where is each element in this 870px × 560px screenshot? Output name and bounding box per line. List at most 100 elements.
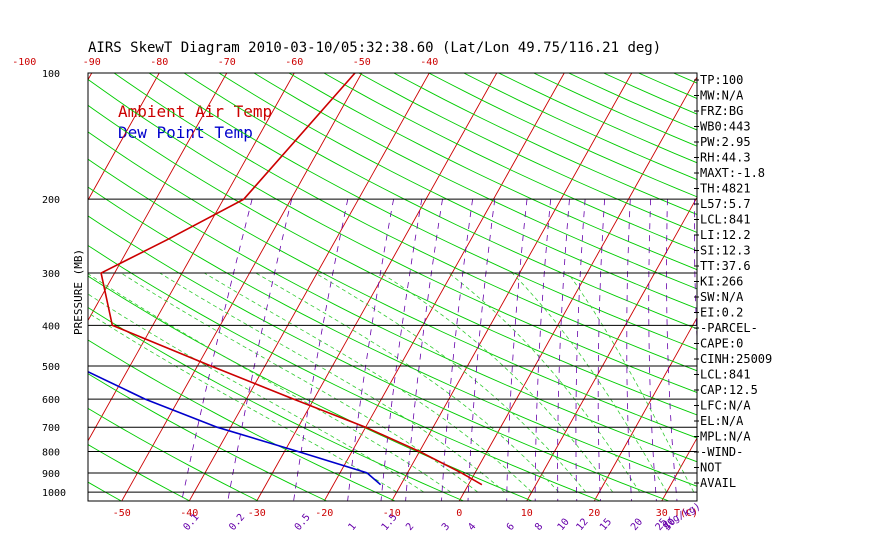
dry-adiabat-line	[288, 73, 697, 271]
dry-adiabat-line	[498, 73, 697, 164]
dry-adiabat-line	[638, 73, 697, 99]
moist-adiabat-line	[314, 272, 587, 493]
dry-adiabat-line	[88, 78, 697, 394]
stats-panel: TP:100MW:N/AFRZ:BGWB0:443PW:2.95RH:44.3M…	[694, 73, 772, 490]
stat-item: LCL:841	[700, 213, 751, 227]
mixing-ratio-tick-label: 0.5	[293, 512, 313, 533]
dew-point-line	[88, 370, 382, 486]
stat-item: LCL:841	[700, 368, 751, 382]
stat-item: TP:100	[700, 73, 743, 87]
temp-unit-label: T(C)	[674, 508, 698, 519]
legend-ambient: Ambient Air Temp	[118, 102, 272, 121]
stat-item: MPL:N/A	[700, 430, 751, 444]
dry-adiabat-line	[88, 104, 697, 416]
isotherm-line	[88, 73, 160, 201]
moist-adiabat-line	[380, 272, 614, 493]
dry-adiabat-line	[0, 73, 53, 501]
stat-item: MW:N/A	[700, 89, 744, 103]
isotherm-line	[391, 73, 633, 501]
y-axis-label: PRESSURE (MB)	[72, 249, 85, 335]
moist-adiabat-line	[88, 312, 397, 493]
dry-adiabat-line	[88, 215, 670, 501]
dry-adiabat-line	[358, 73, 697, 233]
top-temp-tick-label: -90	[83, 57, 101, 68]
isotherm-line	[256, 73, 498, 501]
top-temp-tick-label: -70	[218, 57, 236, 68]
mixing-ratio-tick-label: 0.2	[227, 512, 247, 533]
chart-title: AIRS SkewT Diagram 2010-03-10/05:32:38.6…	[88, 40, 661, 56]
dry-adiabat-line	[323, 73, 697, 252]
mixing-ratio-line	[380, 199, 423, 501]
stat-item: EL:N/A	[700, 414, 744, 428]
dry-adiabat-line	[183, 73, 697, 330]
stat-item: RH:44.3	[700, 151, 751, 165]
mixing-ratio-line	[441, 199, 473, 501]
moist-adiabat-line	[88, 293, 424, 493]
bottom-temp-tick-label: -30	[248, 508, 266, 519]
mixing-ratio-line	[467, 199, 496, 501]
dry-adiabat-line	[218, 73, 697, 310]
stat-item: PW:2.95	[700, 135, 751, 149]
axis-labels: 1002003004005006007008009001000-120-110-…	[12, 57, 702, 533]
bottom-temp-tick-label: -20	[315, 508, 333, 519]
mixing-ratio-tick-label: 12	[574, 517, 590, 533]
isotherm-line	[593, 316, 697, 501]
bottom-temp-tick-label: 30	[656, 508, 668, 519]
dry-adiabat-line	[88, 407, 259, 501]
plot-frame	[87, 72, 698, 502]
top-temp-tick-label: -40	[420, 57, 438, 68]
pressure-tick-label: 1000	[42, 488, 66, 499]
mixing-ratio-line	[347, 199, 394, 501]
legend-dew: Dew Point Temp	[118, 123, 253, 142]
stat-item: WB0:443	[700, 120, 751, 134]
dry-adiabat-line	[88, 481, 122, 501]
dry-adiabat-line	[88, 339, 396, 501]
stat-item: CINH:25009	[700, 352, 772, 366]
top-temp-tick-label: -60	[285, 57, 303, 68]
mixing-ratio-line	[626, 199, 632, 501]
mixing-ratio-line	[506, 199, 528, 501]
stat-item: TH:4821	[700, 182, 751, 196]
stat-item: NOT	[700, 461, 722, 475]
stat-item: LFC:N/A	[700, 399, 751, 413]
moist-adiabat-line	[120, 272, 478, 493]
stat-item: CAP:12.5	[700, 383, 758, 397]
dry-adiabat-line	[533, 73, 697, 147]
mixing-ratio-line	[534, 199, 552, 501]
dry-adiabat-line	[113, 73, 697, 372]
stat-item: TT:37.6	[700, 259, 751, 273]
bottom-temp-tick-label: -10	[383, 508, 401, 519]
mixing-ratio-tick-label: 3	[440, 521, 452, 533]
dry-adiabat-line	[88, 306, 464, 501]
mixing-ratio-tick-label: 1	[346, 521, 358, 533]
pressure-tick-label: 900	[42, 469, 60, 480]
top-temp-tick-label: -100	[12, 57, 36, 68]
stat-item: -PARCEL-	[700, 321, 758, 335]
stat-item: LI:12.2	[700, 228, 751, 242]
stat-item: KI:266	[700, 275, 743, 289]
moist-adiabat-line	[88, 273, 451, 493]
isotherm-line	[323, 73, 565, 501]
mixing-ratio-line	[405, 199, 443, 501]
isotherm-line	[526, 196, 697, 501]
stat-item: MAXT:-1.8	[700, 166, 765, 180]
mixing-ratio-tick-label: 20	[629, 517, 645, 533]
pressure-tick-label: 200	[42, 195, 60, 206]
grid-lines	[0, 73, 697, 501]
top-temp-tick-label: -50	[353, 57, 371, 68]
pressure-tick-label: 300	[42, 269, 60, 280]
dry-adiabat-line	[88, 131, 697, 439]
mixing-ratio-line	[227, 199, 293, 501]
moist-adiabat-line	[204, 272, 532, 493]
isotherm-line	[121, 73, 363, 501]
pressure-tick-label: 600	[42, 395, 60, 406]
mixing-ratio-line	[575, 199, 586, 501]
dry-adiabat-line	[88, 373, 327, 501]
mixing-ratio-line	[181, 199, 253, 501]
dry-adiabat-line	[148, 73, 697, 350]
mixing-ratio-line	[597, 199, 605, 501]
dry-adiabat-line	[428, 73, 697, 198]
mixing-ratio-tick-label: 8	[533, 521, 545, 533]
dry-adiabat-line	[393, 73, 697, 215]
